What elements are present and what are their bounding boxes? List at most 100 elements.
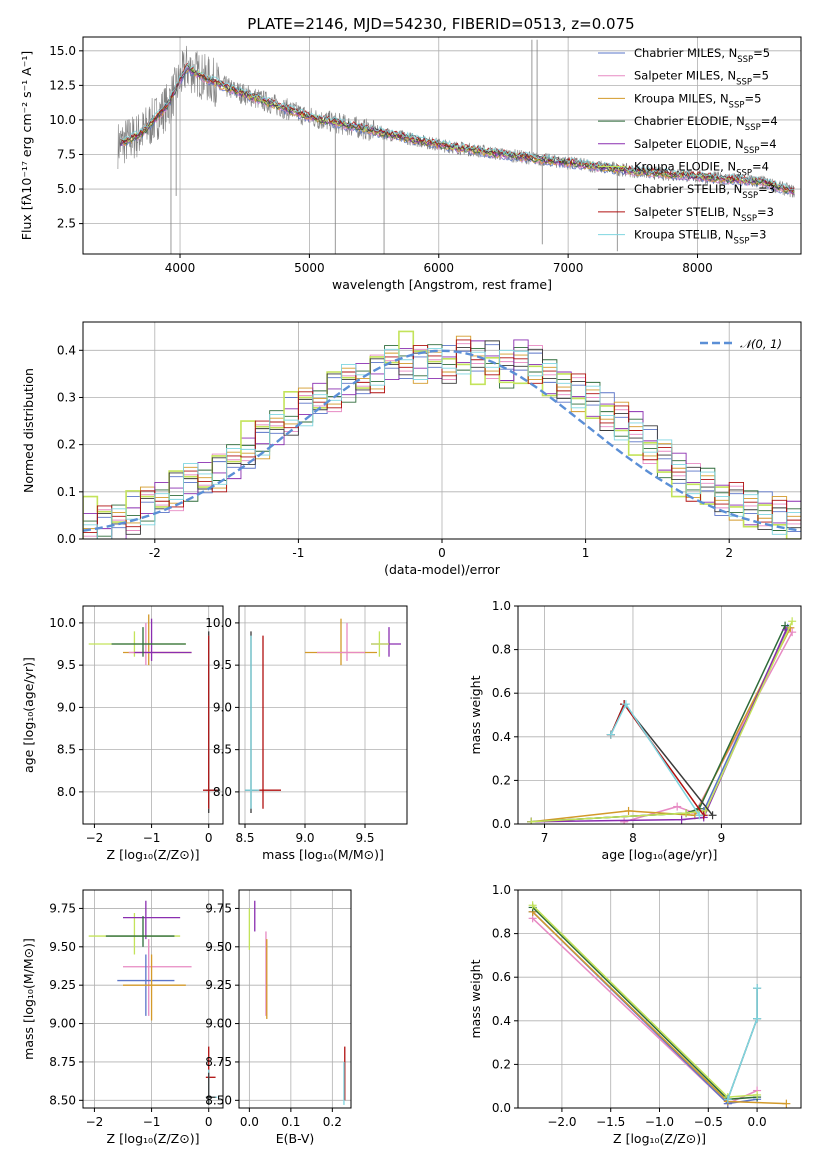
legend-entry: Salpeter STELIB, NSSP=3 — [634, 205, 774, 224]
residuals-ytick-label: 0.4 — [57, 343, 76, 357]
residuals-ylabel: Normed distribution — [21, 368, 36, 493]
z-age-frame — [82, 605, 224, 825]
z-weight-series-line — [532, 917, 758, 1105]
z-mass-xtick-label: 0 — [205, 1115, 213, 1129]
ebv-mass-xlabel: E(B-V) — [276, 1131, 315, 1146]
z-weight-xtick-label: −2.0 — [547, 1115, 576, 1129]
spectrum-ytick-label: 12.5 — [49, 78, 76, 92]
age-weight-series-line — [610, 702, 700, 816]
mass-age-content — [245, 618, 401, 814]
residuals-xtick-label: -1 — [292, 546, 304, 560]
plots-layer: 4000 5000 6000 7000 80002.55.07.510.012.515.… — [19, 36, 802, 1146]
z-weight-series-line — [727, 988, 758, 1100]
residuals-hist-series — [83, 347, 801, 539]
age-weight-series-line — [623, 631, 793, 823]
z-weight-ytick-label: 1.0 — [492, 883, 511, 897]
mass-age-ytick-label: 9.5 — [213, 658, 232, 672]
spectrum-legend: Chabrier MILES, NSSP=5 Salpeter MILES, NS… — [598, 46, 778, 247]
z-mass-content — [88, 900, 218, 1105]
spectrum-frame — [82, 36, 802, 255]
mass-age-xlabel: mass [log₁₀(M/M⊙)] — [262, 847, 384, 862]
mass-age-ytick-label: 8.0 — [213, 785, 232, 799]
ebv-mass-ytick-label: 9.25 — [205, 978, 232, 992]
z-mass-xlabel: Z [log₁₀(Z/Z⊙)] — [107, 1131, 200, 1146]
age-weight-xtick-label: 9 — [718, 831, 726, 845]
legend-entry: Chabrier MILES, NSSP=5 — [634, 46, 770, 65]
z-mass-xtick-label: −1 — [143, 1115, 161, 1129]
z-age-ytick-label: 9.5 — [57, 658, 76, 672]
mass-age-ytick-label: 10.0 — [205, 616, 232, 630]
residuals-ytick-label: 0.2 — [57, 438, 76, 452]
legend-entry: Kroupa ELODIE, NSSP=4 — [634, 160, 769, 179]
figure-title: PLATE=2146, MJD=54230, FIBERID=0513, z=0… — [247, 15, 634, 33]
z-weight-ytick-label: 0.4 — [492, 1014, 511, 1028]
spectrum-ytick-label: 15.0 — [49, 44, 76, 58]
legend-entry: Kroupa MILES, NSSP=5 — [634, 91, 761, 110]
residuals-plot: -2 -1 0 1 2 0.0 0.1 0.2 0.3 0.4 (data-model)/error… — [21, 321, 802, 577]
z-weight-series-line — [727, 988, 758, 1100]
spectrum-xtick-label: 7000 — [553, 261, 584, 275]
age-weight-series-line — [531, 629, 787, 823]
z-mass-ytick-label: 8.75 — [49, 1055, 76, 1069]
gaussian-curve — [83, 349, 801, 532]
mass-age-xtick-label: 8.5 — [235, 831, 254, 845]
z-weight-series-line — [532, 906, 758, 1101]
mass-age-ytick-label: 8.5 — [213, 743, 232, 757]
spectrum-xtick-label: 4000 — [165, 261, 196, 275]
residuals-ytick-label: 0.1 — [57, 485, 76, 499]
z-weight-series-line — [532, 904, 758, 1098]
mass-age-grid — [239, 606, 407, 824]
age-weight-ytick-label: 0.0 — [492, 817, 511, 831]
ebv-mass-content — [248, 900, 346, 1105]
age-weight-content — [527, 617, 797, 824]
age-weight-grid — [518, 605, 801, 825]
z-weight-ytick-label: 0.2 — [492, 1057, 511, 1071]
z-weight-content — [528, 901, 791, 1108]
residuals-xtick-label: -2 — [149, 546, 161, 560]
residuals-ytick-label: 0.0 — [57, 532, 76, 546]
spectrum-xtick-label: 8000 — [682, 261, 713, 275]
spectrum-grid — [83, 37, 801, 254]
z-mass-grid — [83, 890, 223, 1108]
age-weight-ytick-label: 0.2 — [492, 773, 511, 787]
z-weight-xtick-label: −0.5 — [694, 1115, 723, 1129]
age-weight-ytick-label: 0.4 — [492, 730, 511, 744]
gaussian-legend-label: 𝒩(0, 1) — [740, 337, 782, 351]
residuals-xtick-label: 0 — [438, 546, 446, 560]
z-age-xlabel: Z [log₁₀(Z/Z⊙)] — [107, 847, 200, 862]
age-weight-frame — [517, 605, 802, 825]
z-mass-ytick-label: 9.50 — [49, 940, 76, 954]
legend-entry: Salpeter MILES, NSSP=5 — [634, 69, 769, 88]
z-age-ylabel: age [log₁₀(age/yr)] — [21, 657, 36, 773]
spectrum-ytick-label: 10.0 — [49, 113, 76, 127]
legend-entry: Salpeter ELODIE, NSSP=4 — [634, 137, 777, 156]
ebv-mass-plot: 0.0 0.1 0.2 8.50 8.75 9.00 9.25 9.50 9.75 E(B-V) — [205, 889, 352, 1146]
mass-age-xtick-label: 9.5 — [355, 831, 374, 845]
z-age-content — [88, 614, 221, 814]
residuals-xtick-label: 1 — [582, 546, 590, 560]
z-weight-xtick-label: −1.5 — [596, 1115, 625, 1129]
age-weight-series-line — [610, 702, 705, 816]
z-mass-ylabel: mass [log₁₀(M/M⊙)] — [21, 938, 36, 1060]
z-weight-grid — [518, 889, 801, 1109]
age-weight-series-line — [531, 625, 786, 823]
z-mass-ytick-label: 9.75 — [49, 901, 76, 915]
mass-age-xtick-label: 9.0 — [295, 831, 314, 845]
spectrum-ytick-label: 7.5 — [57, 147, 76, 161]
ebv-mass-ytick-label: 9.50 — [205, 940, 232, 954]
ebv-mass-xtick-label: 0.1 — [281, 1115, 300, 1129]
z-weight-xtick-label: −1.0 — [645, 1115, 674, 1129]
z-weight-ytick-label: 0.6 — [492, 970, 511, 984]
z-age-ytick-label: 10.0 — [49, 616, 76, 630]
ebv-mass-ytick-label: 8.50 — [205, 1093, 232, 1107]
spectrum-content — [117, 39, 795, 254]
age-weight-xtick-label: 8 — [629, 831, 637, 845]
residuals-content — [83, 330, 801, 539]
spectrum-ytick-label: 2.5 — [57, 217, 76, 231]
mass-age-frame — [238, 605, 408, 825]
z-mass-ytick-label: 9.25 — [49, 978, 76, 992]
z-age-ytick-label: 8.5 — [57, 743, 76, 757]
z-age-xtick-label: 0 — [205, 831, 213, 845]
mass-age-plot: 8.5 9.0 9.5 8.0 8.5 9.0 9.5 10.0 mass [log₁₀(M/M… — [205, 605, 408, 862]
